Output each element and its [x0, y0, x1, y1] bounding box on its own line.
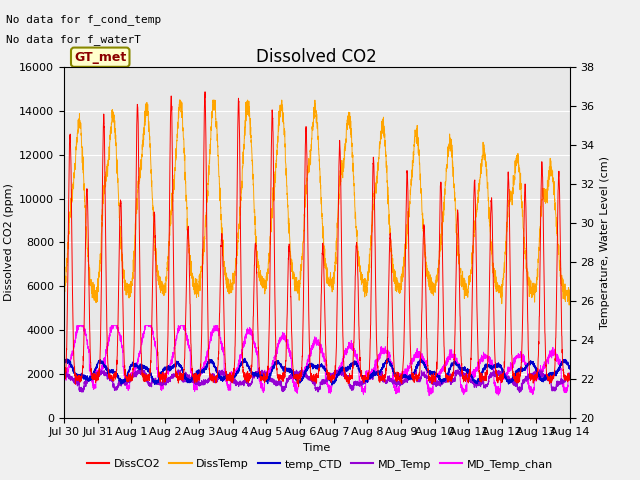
MD_Temp	[168, 372, 176, 377]
DissTemp	[366, 254, 374, 260]
temp_CTD	[366, 373, 374, 379]
DissCO2	[566, 374, 573, 380]
MD_Temp_chan	[518, 360, 525, 365]
DissCO2	[295, 384, 303, 390]
DissTemp	[566, 300, 573, 306]
MD_Temp_chan	[425, 393, 433, 398]
temp_CTD	[375, 368, 383, 374]
MD_Temp_chan	[375, 356, 383, 362]
DissCO2	[201, 89, 209, 95]
MD_Temp	[366, 372, 374, 378]
Y-axis label: Temperature, Water Level (cm): Temperature, Water Level (cm)	[600, 156, 610, 329]
DissCO2	[566, 372, 573, 378]
MD_Temp_chan	[60, 374, 68, 380]
MD_Temp_chan	[566, 372, 573, 378]
MD_Temp_chan	[566, 375, 573, 381]
temp_CTD	[518, 369, 525, 374]
Line: MD_Temp: MD_Temp	[64, 368, 570, 392]
Line: temp_CTD: temp_CTD	[64, 359, 570, 385]
Legend: DissCO2, DissTemp, temp_CTD, MD_Temp, MD_Temp_chan: DissCO2, DissTemp, temp_CTD, MD_Temp, MD…	[83, 455, 557, 474]
Line: DissTemp: DissTemp	[64, 100, 570, 305]
DissTemp	[202, 218, 209, 224]
MD_Temp	[202, 381, 209, 387]
DissCO2	[60, 374, 68, 380]
MD_Temp	[60, 371, 68, 377]
Line: MD_Temp_chan: MD_Temp_chan	[64, 325, 570, 396]
temp_CTD	[168, 363, 176, 369]
MD_Temp	[516, 389, 524, 395]
temp_CTD	[202, 365, 209, 371]
DissCO2	[518, 346, 525, 351]
DissTemp	[566, 287, 573, 293]
MD_Temp	[375, 371, 383, 376]
DissCO2	[366, 348, 374, 354]
Text: No data for f_cond_temp: No data for f_cond_temp	[6, 14, 162, 25]
MD_Temp_chan	[73, 323, 81, 328]
MD_Temp_chan	[168, 358, 176, 363]
MD_Temp_chan	[202, 360, 209, 365]
temp_CTD	[60, 360, 68, 365]
temp_CTD	[328, 382, 336, 388]
DissCO2	[202, 98, 209, 104]
MD_Temp	[566, 373, 573, 379]
Text: No data for f_waterT: No data for f_waterT	[6, 34, 141, 45]
MD_Temp	[566, 376, 573, 382]
temp_CTD	[566, 366, 573, 372]
temp_CTD	[241, 356, 249, 361]
DissTemp	[175, 97, 183, 103]
Text: GT_met: GT_met	[74, 51, 126, 64]
MD_Temp_chan	[366, 371, 374, 377]
DissTemp	[375, 155, 383, 160]
MD_Temp	[255, 365, 263, 371]
Line: DissCO2: DissCO2	[64, 92, 570, 387]
temp_CTD	[566, 366, 573, 372]
DissCO2	[168, 149, 176, 155]
DissTemp	[518, 202, 525, 208]
DissCO2	[375, 373, 383, 379]
DissTemp	[565, 302, 573, 308]
Y-axis label: Dissolved CO2 (ppm): Dissolved CO2 (ppm)	[4, 183, 13, 301]
Title: Dissolved CO2: Dissolved CO2	[257, 48, 377, 66]
DissTemp	[60, 284, 68, 289]
X-axis label: Time: Time	[303, 443, 330, 453]
DissTemp	[168, 192, 176, 198]
MD_Temp	[518, 384, 525, 390]
